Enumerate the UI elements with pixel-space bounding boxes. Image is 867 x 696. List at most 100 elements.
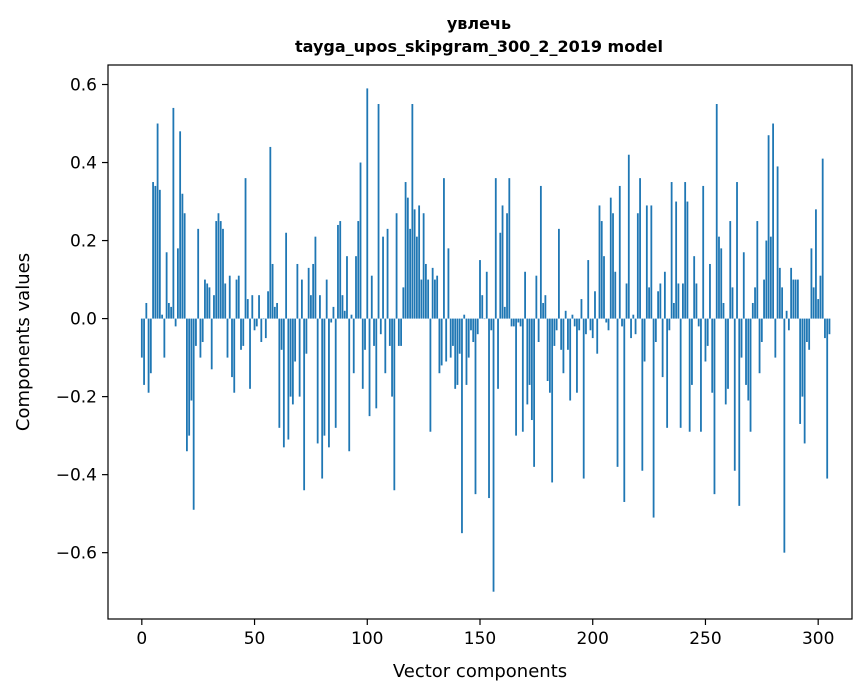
bar bbox=[452, 318, 454, 346]
y-axis-ticks: −0.6 −0.4 −0.2 0.0 0.2 0.4 0.6 bbox=[56, 76, 108, 564]
bar bbox=[172, 107, 175, 319]
bar bbox=[305, 318, 308, 354]
bar bbox=[589, 318, 592, 331]
bar bbox=[787, 318, 790, 331]
bar bbox=[334, 318, 337, 428]
bar bbox=[368, 318, 371, 417]
bar bbox=[824, 318, 826, 339]
bar bbox=[679, 318, 682, 428]
bar bbox=[400, 318, 402, 346]
bar bbox=[806, 318, 808, 342]
bar bbox=[494, 178, 497, 319]
bar bbox=[391, 318, 393, 397]
bar bbox=[598, 205, 601, 319]
bar bbox=[677, 283, 680, 319]
bar bbox=[654, 318, 657, 342]
bar bbox=[447, 248, 450, 319]
bar bbox=[231, 318, 233, 378]
bar bbox=[603, 256, 605, 319]
bar bbox=[627, 154, 630, 319]
bar bbox=[623, 318, 626, 502]
bar bbox=[474, 318, 477, 495]
bar bbox=[632, 314, 635, 319]
bar bbox=[666, 318, 669, 428]
bar bbox=[528, 318, 531, 385]
bar bbox=[237, 275, 240, 319]
bar bbox=[393, 318, 396, 491]
bar bbox=[693, 256, 696, 319]
y-tick-label: 0.2 bbox=[70, 232, 97, 252]
bar bbox=[264, 318, 267, 339]
bar bbox=[233, 318, 236, 393]
bar bbox=[490, 318, 493, 331]
bar bbox=[645, 205, 648, 319]
bar bbox=[449, 318, 452, 358]
bar bbox=[501, 205, 504, 319]
bar bbox=[240, 318, 242, 350]
bar bbox=[769, 236, 772, 319]
bar bbox=[596, 318, 599, 354]
bar bbox=[497, 318, 499, 389]
y-axis-label: Components values bbox=[13, 253, 34, 431]
bar bbox=[503, 306, 506, 319]
bar bbox=[582, 318, 585, 479]
bar bbox=[815, 209, 817, 319]
bar bbox=[287, 318, 290, 440]
bar bbox=[713, 318, 716, 495]
bar bbox=[546, 318, 549, 382]
bar bbox=[691, 318, 693, 385]
bar bbox=[456, 318, 459, 385]
bar bbox=[526, 318, 529, 405]
bar bbox=[819, 275, 822, 319]
bar bbox=[402, 287, 405, 319]
bar bbox=[323, 318, 326, 436]
bar bbox=[684, 182, 687, 319]
y-tick-label: −0.6 bbox=[56, 544, 97, 564]
plot-frame bbox=[107, 64, 853, 620]
bar bbox=[303, 318, 306, 491]
bar bbox=[636, 213, 639, 319]
bar bbox=[663, 271, 666, 319]
bar bbox=[249, 318, 251, 389]
bar bbox=[431, 267, 434, 319]
bar bbox=[643, 318, 646, 362]
chart-title: увлечь bbox=[447, 14, 511, 33]
bar bbox=[702, 185, 705, 319]
bar bbox=[492, 318, 495, 592]
bar bbox=[765, 240, 768, 319]
bar bbox=[224, 283, 227, 319]
bar bbox=[515, 318, 517, 436]
bar bbox=[228, 275, 231, 319]
bar bbox=[154, 185, 157, 319]
chart-subtitle: tayga_upos_skipgram_300_2_2019 model bbox=[295, 37, 663, 56]
bar bbox=[621, 318, 623, 327]
bar bbox=[776, 166, 779, 319]
bar bbox=[576, 318, 578, 393]
bar bbox=[652, 318, 655, 518]
bar bbox=[291, 318, 294, 405]
bar bbox=[170, 306, 173, 319]
bar bbox=[650, 205, 653, 319]
bar bbox=[594, 291, 596, 319]
bar bbox=[307, 267, 310, 319]
bar bbox=[668, 318, 671, 331]
bar bbox=[420, 279, 423, 319]
bar bbox=[296, 263, 299, 319]
bar bbox=[826, 318, 829, 479]
bar bbox=[476, 318, 479, 335]
bar bbox=[147, 318, 150, 393]
bar bbox=[785, 310, 788, 319]
bar bbox=[310, 295, 312, 319]
bar bbox=[161, 314, 164, 319]
bar bbox=[641, 318, 644, 471]
bar bbox=[803, 318, 806, 444]
bar bbox=[427, 279, 430, 319]
bar bbox=[499, 232, 502, 319]
bar bbox=[483, 318, 486, 320]
bar bbox=[165, 252, 168, 319]
bar bbox=[630, 318, 632, 339]
bar bbox=[386, 228, 389, 319]
bar bbox=[560, 318, 563, 350]
bar bbox=[616, 318, 619, 467]
